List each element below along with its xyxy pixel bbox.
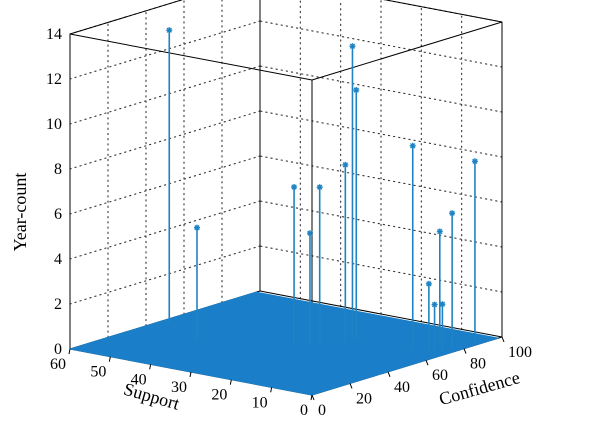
x-tick-mark — [229, 379, 232, 385]
x-tick-label: 10 — [252, 394, 268, 411]
z-axis-label: Year-count — [10, 173, 30, 252]
stem-marker — [431, 301, 438, 308]
y-tick-label: 100 — [508, 344, 532, 361]
grid-line — [69, 20, 261, 80]
z-tick-label: 4 — [54, 251, 62, 268]
stem-marker — [449, 210, 456, 217]
marker-stroke — [349, 43, 356, 49]
z-tick-label: 8 — [54, 161, 62, 178]
y-tick-label: 80 — [470, 356, 486, 373]
y-tick-mark — [501, 336, 505, 343]
marker-stroke — [431, 301, 438, 308]
y-tick-mark — [387, 371, 391, 377]
stem-marker — [306, 230, 313, 237]
grid-line — [69, 110, 261, 170]
x-tick-mark — [189, 371, 192, 378]
stem-marker — [316, 184, 323, 191]
y-tick-label: 60 — [432, 367, 448, 384]
x-tick-mark — [68, 348, 71, 355]
marker-stroke — [426, 281, 432, 287]
stem-marker — [471, 158, 478, 165]
marker-stroke — [353, 87, 359, 93]
grid-line — [259, 245, 503, 293]
marker-stroke — [166, 27, 172, 33]
z-tick-label: 0 — [54, 341, 62, 358]
x-tick-label: 30 — [171, 379, 187, 396]
x-tick-label: 0 — [300, 402, 308, 419]
box-edge — [383, 0, 503, 23]
x-tick-mark — [108, 356, 111, 362]
stem-marker — [425, 280, 432, 287]
marker-stroke — [437, 228, 443, 235]
stem-marker — [409, 142, 416, 149]
y-tick-mark — [463, 348, 467, 354]
stem-marker — [436, 228, 443, 235]
y-tick-label: 20 — [356, 390, 372, 407]
z-tick-label: 12 — [46, 71, 62, 88]
marker-stroke — [194, 225, 200, 231]
grid-line — [69, 245, 261, 305]
x-tick-label: 60 — [50, 356, 66, 373]
box-edge — [259, 290, 503, 338]
marker-stroke — [342, 162, 349, 168]
y-tick-mark — [349, 383, 353, 389]
marker-stroke — [472, 158, 478, 164]
gridlines — [69, 0, 503, 338]
grid-line — [69, 200, 261, 260]
marker-stroke — [291, 184, 297, 190]
grid-line — [69, 65, 261, 125]
z-tick-label: 14 — [46, 26, 62, 43]
marker-stroke — [317, 184, 323, 190]
stem-marker — [291, 184, 298, 191]
x-tick-mark — [270, 387, 273, 393]
z-tick-label: 10 — [46, 116, 62, 133]
z-tick-label: 2 — [54, 296, 62, 313]
stem-marker — [439, 301, 446, 308]
box-edge — [69, 0, 184, 35]
y-tick-mark — [311, 394, 315, 401]
y-tick-label: 40 — [394, 379, 410, 396]
marker-stroke — [449, 210, 455, 216]
x-tick-label: 40 — [131, 371, 147, 388]
y-tick-mark — [425, 360, 429, 366]
x-tick-label: 20 — [211, 387, 227, 404]
box-edge — [311, 21, 503, 81]
y-axis-label: Confidence — [437, 367, 522, 409]
stem-marker — [353, 87, 360, 94]
stem-marker — [166, 27, 173, 34]
stem-marker — [194, 224, 200, 231]
marker-stroke — [307, 230, 313, 236]
x-tick-label: 50 — [90, 364, 106, 381]
marker-stroke — [410, 143, 416, 149]
stem-marker — [349, 43, 356, 50]
grid-line — [259, 110, 503, 158]
stem-marker — [342, 161, 349, 168]
stem-series — [166, 27, 478, 352]
y-tick-label: 0 — [318, 402, 326, 419]
z-tick-label: 6 — [54, 206, 62, 223]
x-tick-mark — [149, 364, 152, 370]
box-edge — [69, 33, 313, 81]
grid-line — [69, 155, 261, 215]
marker-stroke — [439, 301, 446, 307]
